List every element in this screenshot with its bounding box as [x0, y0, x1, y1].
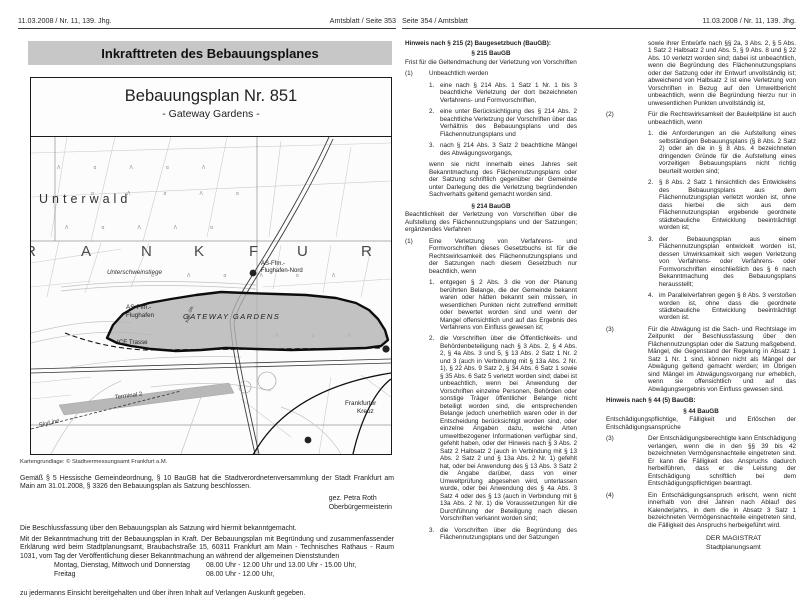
svg-text:α Λ α Λ α Λ: α Λ α Λ α Λ	[151, 273, 351, 279]
item-214-1-3: 3. die Vorschriften über die Begründung …	[429, 526, 577, 542]
office-hours-row: Montag, Dienstag, Mittwoch und Donnersta…	[54, 562, 392, 571]
magistrat-line: DER MAGISTRAT	[706, 535, 762, 543]
skyline-track	[31, 390, 182, 430]
section-215-subtitle: Frist für die Geltendmachung der Verletz…	[405, 58, 577, 66]
label-unterschweinstiege: Unterschweinstiege	[107, 269, 162, 276]
item-214-1-3-continuation: sowie ihrer Entwürfe nach §§ 2a, 3 Abs. …	[648, 40, 796, 107]
terminal2-building	[58, 382, 235, 416]
magistrat-signature: DER MAGISTRAT Stadtplanungsamt	[706, 535, 796, 553]
page-right: Seite 354 / Amtsblatt 11.03.2008 / Nr. 1…	[402, 0, 796, 600]
para-215-1-closing: wenn sie nicht innerhalb eines Jahres se…	[429, 161, 577, 199]
header-page-number: Amtsblatt / Seite 353	[329, 16, 396, 25]
label-as-nord-2: Flughafen-Nord	[261, 268, 303, 274]
label-ffm-kreuz-1: Frankfurter	[345, 400, 377, 407]
label-terminal2: Terminal 2	[115, 392, 144, 401]
item-214-2-2: 2. § 8 Abs. 2 Satz 1 hinsichtlich des En…	[648, 179, 796, 232]
label-kap-str: Kap.-Str.	[184, 305, 194, 324]
label-as-flughafen-1: AS-Ffm.-	[126, 304, 151, 311]
label-gateway-gardens: GATEWAY GARDENS	[183, 312, 280, 321]
inforce-paragraph: Mit der Bekanntmachung tritt der Bebauun…	[20, 535, 394, 560]
section-214-subtitle: Beachtlichkeit der Verletzung von Vorsch…	[405, 211, 577, 234]
notice-title: Inkrafttreten des Bebauungsplanes	[101, 45, 319, 61]
svg-text:Λ α Λ α Λ: Λ α Λ α Λ	[57, 165, 221, 171]
signature-block: gez. Petra Roth Oberbürgermeisterin	[329, 495, 392, 512]
label-as-nord-1: AS-Ffm.-	[261, 261, 285, 267]
header-page-number: Seite 354 / Amtsblatt	[402, 16, 468, 25]
section-214-heading: § 214 BauGB	[471, 202, 511, 210]
item-214-2-1: 1. die Anforderungen an die Aufstellung …	[648, 130, 796, 175]
map-figure: Bebauungsplan Nr. 851 - Gateway Gardens …	[30, 77, 392, 455]
section-215-heading: § 215 BauGB	[471, 50, 511, 58]
city-map: Λ α Λ α Λ α Λ α Λ α Λ α Λ Λ α α Λ α Λ α …	[31, 136, 391, 454]
svg-text:Λ α Λ Λ α: Λ α Λ Λ α	[65, 225, 229, 231]
signature-title: Oberbürgermeisterin	[328, 503, 392, 511]
label-ffm-kreuz-2: Kreuz	[357, 408, 374, 415]
item-214-1-1: 1. entgegen § 2 Abs. 3 die von der Planu…	[429, 279, 577, 331]
unterschweinstiege-road	[60, 281, 257, 292]
item-214-2-4: 4. im Parallelverfahren gegen § 8 Abs. 3…	[648, 292, 796, 322]
autobahn-a3	[31, 358, 391, 454]
page-left-header: 11.03.2008 / Nr. 11, 139. Jhg. Amtsblatt…	[18, 16, 396, 29]
announcement-paragraph: Die Beschlussfassung über den Bebauungsp…	[20, 524, 297, 532]
map-credit: Kartengrundlage: © Stadtvermessungsamt F…	[20, 459, 168, 465]
map-subtitle: - Gateway Gardens -	[162, 108, 260, 120]
plan-area-polygon	[105, 290, 390, 353]
hint-44-heading: Hinweis nach § 44 (5) BauGB:	[606, 397, 696, 405]
magistrat-department: Stadtplanungsamt	[706, 543, 761, 551]
resolution-paragraph: Gemäß § 5 Hessische Gemeindeordnung, § 1…	[20, 474, 394, 491]
map-title: Bebauungsplan Nr. 851	[124, 87, 298, 105]
section-44-heading: § 44 BauGB	[683, 407, 719, 415]
header-date-issue: 11.03.2008 / Nr. 11, 139. Jhg.	[702, 16, 796, 25]
para-215-1: (1) Unbeachtlich werden	[405, 70, 489, 78]
item-215-1-1: 1. eine nach § 214 Abs. 1 Satz 1 Nr. 1 b…	[429, 81, 577, 104]
junction-markers	[249, 269, 390, 444]
office-hours-time: 08.00 Uhr - 12.00 Uhr,	[206, 570, 275, 578]
item-214-1-2: 2. die Vorschriften über die Öffentlichk…	[429, 335, 577, 523]
office-hours: Montag, Dienstag, Mittwoch und Donnersta…	[54, 562, 392, 579]
svg-text:α Λ α Λ α: α Λ α Λ α	[91, 191, 255, 197]
page-left: 11.03.2008 / Nr. 11, 139. Jhg. Amtsblatt…	[18, 0, 396, 600]
closing-paragraph: zu jedermanns Einsicht bereitgehalten un…	[20, 589, 306, 597]
office-hours-time: 08.00 Uhr - 12.00 Uhr und 13.00 Uhr - 15…	[206, 562, 357, 569]
para-44-4: (4) Ein Entschädigungsanspruch erlischt,…	[606, 491, 796, 529]
page-right-header: Seite 354 / Amtsblatt 11.03.2008 / Nr. 1…	[402, 16, 796, 29]
label-unterwald: Unterwald	[39, 192, 131, 206]
label-ice-trasse: ICE Trasse	[117, 339, 148, 346]
item-215-1-3: 3. nach § 214 Abs. 3 Satz 2 beachtliche …	[429, 142, 577, 157]
item-215-1-2: 2. eine unter Berücksichtigung des § 214…	[429, 108, 577, 138]
label-skyline: SkyLine	[38, 418, 61, 429]
ice-trasse-line	[64, 332, 388, 351]
label-as-flughafen-2: Flughafen	[126, 312, 155, 319]
office-hours-row: Freitag 08.00 Uhr - 12.00 Uhr,	[54, 571, 392, 580]
signature-name: gez. Petra Roth	[328, 495, 377, 502]
hint-215-heading: Hinweis nach § 215 (2) Baugesetzbuch (Ba…	[405, 40, 551, 47]
section-44-subtitle: Entschädigungspflichtige, Fälligkeit und…	[606, 416, 796, 431]
para-214-1: (1) Eine Verletzung von Verfahrens- und …	[405, 237, 577, 275]
item-214-2-3: 3. der Bebauungsplan aus einem Flächennu…	[648, 235, 796, 288]
office-hours-days: Freitag	[54, 570, 76, 578]
para-44-3: (3) Der Entschädigungsberechtigte kann E…	[606, 435, 796, 488]
notice-title-bar: Inkrafttreten des Bebauungsplanes	[28, 41, 392, 65]
legal-column-2: sowie ihrer Entwürfe nach §§ 2a, 3 Abs. …	[606, 40, 796, 553]
para-214-2: (2) Für die Rechtswirksamkeit der Baulei…	[606, 111, 796, 126]
office-hours-days: Montag, Dienstag, Mittwoch und Donnersta…	[54, 562, 190, 569]
para-214-3: (3) Für die Abwägung ist die Sach- und R…	[606, 325, 796, 393]
legal-column-1: Hinweis nach § 215 (2) Baugesetzbuch (Ba…	[405, 40, 577, 546]
header-date-issue: 11.03.2008 / Nr. 11, 139. Jhg.	[18, 16, 112, 25]
